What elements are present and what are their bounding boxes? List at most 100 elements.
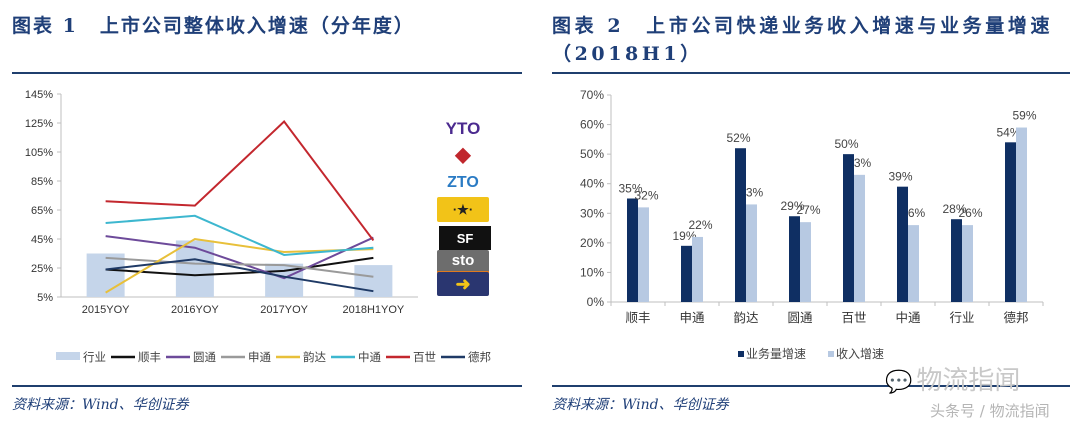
yunda-logo: ·★· (437, 197, 489, 222)
legend-item: 收入增速 (836, 347, 884, 361)
x-tick-label: 2015YOY (82, 304, 130, 316)
data-label: 27% (796, 203, 820, 217)
figure-2-label: 图表 2 (552, 15, 625, 37)
figure-2-title: 图表 2 上市公司快递业务收入增速与业务量增速 （2018H1） (552, 12, 1053, 68)
y-tick-label: 45% (31, 234, 53, 246)
watermark-logo: 💬 物流指闻 (885, 360, 1020, 397)
y-tick-label: 40% (580, 177, 604, 191)
figure-1-title: 图表 1 上市公司整体收入增速（分年度） (12, 12, 415, 40)
figure-1-panel: 图表 1 上市公司整体收入增速（分年度） 5% 25% 45% 65% 85% 105% 12… (12, 12, 522, 413)
y-tick-label: 105% (25, 147, 53, 159)
y-tick-label: 145% (25, 89, 53, 101)
legend-item: 业务量增速 (746, 346, 806, 361)
y-tick-label: 25% (31, 263, 53, 275)
x-tick-label: 申通 (679, 311, 705, 325)
best-logo: ◆ (437, 143, 489, 165)
bar (908, 225, 919, 302)
data-label: 22% (688, 218, 712, 232)
figure-1-title-text: 上市公司整体收入增速（分年度） (99, 15, 415, 37)
data-label: 50% (834, 137, 858, 151)
y-tick-label: 125% (25, 118, 53, 130)
x-tick-label: 2017YOY (260, 304, 308, 316)
bar (627, 198, 638, 302)
deppon-logo: ➜ (437, 272, 489, 296)
x-tick-label: 2018H1YOY (342, 304, 404, 316)
source-note: 资料来源：Wind、华创证券 (12, 397, 189, 413)
source-divider (12, 385, 522, 387)
data-label: 28% (942, 202, 966, 216)
x-tick-label: 行业 (949, 311, 974, 325)
legend-item: 韵达 (303, 350, 326, 364)
title-divider (552, 72, 1070, 74)
data-label: 3% (746, 185, 764, 199)
series-line (105, 258, 374, 293)
data-label: 29% (780, 199, 804, 213)
source-note: 资料来源：Wind、华创证券 (552, 397, 729, 413)
legend-item: 申通 (248, 351, 271, 364)
bar (897, 186, 908, 302)
bar-chart-volume-revenue-growth: 0% 10% 20% 30% 40% 50% 60% 70% 35% 19% 52% 29% 50% 39… (580, 88, 1044, 361)
bar (854, 174, 865, 302)
data-label: 52% (726, 131, 750, 145)
source-divider (552, 385, 1070, 387)
y-tick-label: 20% (580, 236, 604, 250)
data-label: 32% (634, 188, 658, 202)
legend-item: 圆通 (193, 351, 216, 364)
zto-logo: ZTO (437, 170, 489, 196)
x-tick-label: 百世 (841, 311, 866, 325)
legend-item: 中通 (358, 351, 381, 364)
sf-logo: SF (437, 224, 493, 252)
bar (681, 245, 692, 302)
series-line (105, 256, 374, 278)
x-tick-label: 顺丰 (625, 311, 650, 325)
industry-bar (86, 253, 125, 297)
industry-bar (175, 240, 214, 297)
data-label: 54% (996, 125, 1020, 139)
bar (735, 148, 746, 302)
x-tick-label: 德邦 (1003, 310, 1028, 325)
bar (1016, 127, 1027, 303)
x-tick-label: 中通 (895, 310, 921, 325)
y-tick-label: 10% (580, 265, 604, 279)
y-tick-label: 50% (580, 147, 604, 161)
line-chart-revenue-growth: 5% 25% 45% 65% 85% 105% 125% 145% 2015YOY 2016YOY… (25, 89, 491, 364)
figure-2-title-period: （2018H1） (552, 43, 703, 65)
x-tick-label: 2016YOY (171, 304, 219, 316)
data-label: 19% (672, 229, 696, 243)
legend-item: 顺丰 (138, 351, 161, 364)
figure-2-title-text: 上市公司快递业务收入增速与业务量增速 (646, 15, 1054, 37)
data-label: 39% (888, 170, 912, 184)
x-tick-label: 圆通 (787, 311, 813, 325)
bar (789, 216, 800, 302)
legend-item: 行业 (83, 351, 106, 364)
data-label: 6% (908, 206, 926, 220)
x-tick-label: 韵达 (733, 310, 759, 325)
bar (1005, 142, 1016, 302)
yto-logo: YTO (437, 118, 489, 140)
bar (746, 204, 757, 302)
data-label: 26% (958, 206, 982, 220)
y-tick-label: 85% (31, 176, 53, 188)
y-tick-label: 65% (31, 205, 53, 217)
series-line (105, 235, 374, 280)
bar (962, 225, 973, 302)
y-tick-label: 30% (580, 206, 604, 220)
y-tick-label: 5% (37, 292, 53, 304)
series-line (105, 120, 375, 242)
series-line (105, 256, 374, 277)
bar (951, 219, 962, 302)
legend-item: 百世 (413, 351, 436, 364)
watermark-text: 物流指闻 (916, 366, 1021, 396)
legend-item: 德邦 (468, 350, 491, 364)
sto-logo: sto (437, 250, 489, 274)
title-divider (12, 72, 522, 74)
y-tick-label: 60% (580, 118, 604, 132)
data-label: 59% (1012, 109, 1036, 123)
bar (843, 154, 854, 302)
data-label: 35% (618, 182, 642, 196)
bar (692, 236, 703, 302)
figure-1-label: 图表 1 (12, 15, 78, 37)
industry-bar (354, 265, 393, 297)
wechat-icon: 💬 (885, 370, 913, 395)
bar (800, 222, 811, 302)
